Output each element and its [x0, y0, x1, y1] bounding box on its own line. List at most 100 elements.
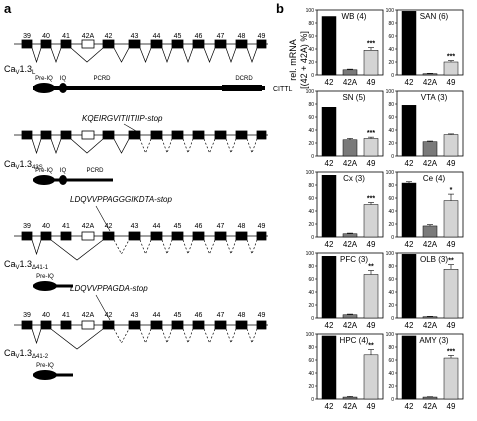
- exon-box: [102, 130, 115, 140]
- chart-title: AMY (3): [419, 336, 449, 345]
- exon-box: [150, 39, 163, 49]
- bar: [363, 50, 379, 76]
- bar: [342, 314, 358, 319]
- bar: [422, 316, 438, 319]
- bar: [401, 254, 417, 319]
- splice-junction: [113, 239, 130, 255]
- chart-title: Cx (3): [343, 174, 365, 183]
- y-tick-label: 100: [386, 251, 395, 257]
- exon-box: [235, 130, 248, 140]
- splice-junction: [182, 239, 194, 256]
- bar: [321, 335, 337, 400]
- exon-box: [171, 231, 184, 241]
- domain-label: PCRD: [93, 76, 111, 82]
- x-tick-label: 42: [405, 321, 414, 330]
- splice-junction: [50, 239, 104, 261]
- significance-marker: **: [368, 264, 374, 271]
- splice-junction: [31, 328, 42, 345]
- y-tick-label: 0: [311, 73, 314, 79]
- isoform-name: CaV1.3Δ41-2: [4, 348, 49, 360]
- bar: [363, 138, 379, 157]
- bar: [342, 69, 358, 76]
- x-tick-label: 42A: [343, 159, 358, 168]
- exon-box: [128, 39, 141, 49]
- splice-junction: [50, 47, 62, 64]
- y-tick-label: 60: [308, 34, 314, 40]
- y-tick-label: 20: [388, 60, 394, 66]
- exon-box: [214, 231, 227, 241]
- exon-number: 42A: [82, 312, 95, 319]
- exon-number: 41: [62, 312, 70, 319]
- x-tick-label: 42A: [343, 78, 358, 87]
- y-axis-label-line1: rel. mRNA: [288, 39, 298, 81]
- x-tick-label: 42: [405, 159, 414, 168]
- exon-box: [256, 231, 267, 241]
- exon-number: 40: [42, 33, 50, 40]
- pre-iq-domain: [33, 175, 55, 185]
- x-tick-label: 42A: [423, 321, 438, 330]
- x-tick-label: 42: [325, 240, 334, 249]
- y-tick-label: 0: [311, 235, 314, 241]
- splice-junction: [225, 328, 237, 345]
- exon-box: [81, 231, 95, 241]
- y-axis-label: rel. mRNA [(42 + 42A) %]: [288, 31, 309, 89]
- splice-junction: [50, 138, 62, 155]
- isoform-delta41-2: LDQVVPPAGDA-stop 39 40 41 42A 42 43 44 45 46 47 48 4…: [4, 284, 268, 380]
- exon-number: 46: [195, 223, 203, 230]
- exon-box: [60, 130, 72, 140]
- significance-marker: ***: [367, 130, 375, 137]
- y-tick-label: 20: [388, 384, 394, 390]
- y-tick-label: 80: [308, 345, 314, 351]
- y-tick-label: 0: [311, 316, 314, 322]
- y-tick-label: 40: [388, 47, 394, 53]
- pointer-line: [123, 123, 137, 132]
- splice-junction: [139, 239, 152, 255]
- y-tick-label: 20: [388, 141, 394, 147]
- exon-number: 49: [258, 33, 266, 40]
- bar: [422, 225, 438, 238]
- exon-box: [40, 130, 52, 140]
- y-tick-label: 100: [386, 332, 395, 338]
- bar: [422, 141, 438, 157]
- splice-junction: [182, 138, 194, 155]
- x-tick-label: 49: [367, 402, 376, 411]
- exon-number: 39: [23, 223, 31, 230]
- splice-junction: [113, 328, 130, 344]
- pre-iq-domain: [33, 370, 57, 380]
- y-tick-label: 20: [308, 384, 314, 390]
- exon-number: 42: [105, 33, 113, 40]
- exon-box: [235, 231, 248, 241]
- x-tick-label: 49: [447, 321, 456, 330]
- x-tick-label: 49: [367, 78, 376, 87]
- y-tick-label: 60: [388, 277, 394, 283]
- exon-number: 41: [62, 33, 70, 40]
- bar: [443, 134, 459, 157]
- pointer-line: [95, 294, 111, 321]
- splice-junction: [203, 239, 216, 255]
- significance-marker: ***: [367, 196, 375, 203]
- x-tick-label: 42A: [423, 78, 438, 87]
- exon-number: 43: [131, 312, 139, 319]
- exon-box: [128, 231, 141, 241]
- exon-box: [235, 320, 248, 330]
- splice-junction: [139, 138, 152, 154]
- panel-b: b rel. mRNA [(42 + 42A) %] WB (4) 0 20 40 60…: [276, 1, 464, 411]
- significance-marker: **: [368, 343, 374, 350]
- splice-junction: [203, 47, 216, 63]
- bar: [443, 61, 459, 76]
- bar-chart: Ce (4) 0 20 40 60 80 100 42 42A 49 *: [386, 170, 464, 249]
- y-tick-label: 20: [308, 222, 314, 228]
- exon-box: [40, 231, 52, 241]
- exon-number: 47: [217, 33, 225, 40]
- exon-box: [102, 231, 115, 241]
- y-tick-label: 60: [308, 115, 314, 121]
- y-tick-label: 80: [388, 183, 394, 189]
- y-tick-label: 100: [386, 89, 395, 95]
- bar-chart: PFC (3) 0 20 40 60 80 100 42 42A 49 **: [306, 251, 384, 330]
- y-tick-label: 0: [311, 397, 314, 403]
- bar: [401, 11, 417, 76]
- domain-label: IQ: [60, 76, 67, 82]
- x-tick-label: 42A: [343, 321, 358, 330]
